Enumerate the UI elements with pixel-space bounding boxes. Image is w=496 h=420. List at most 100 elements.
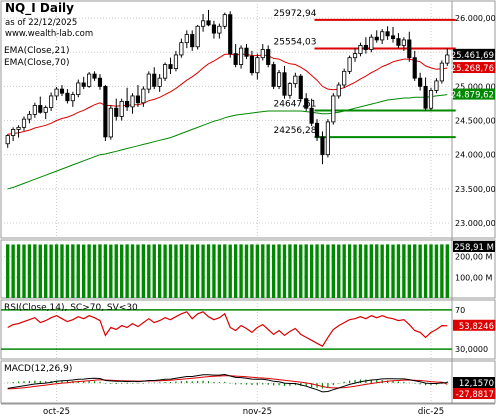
y-tick-label: 26.000,00 [455,14,496,23]
macd-histogram-bar [197,380,199,384]
macd-histogram-bar [83,381,85,384]
volume-bar [239,244,243,298]
candle-body [11,129,16,136]
candle-body [347,57,352,72]
last-value-label: 24.879,62 [451,91,494,101]
rsi-last-label: 53,8246 [459,322,494,332]
volume-bar [98,244,102,298]
macd-histogram-bar [343,381,345,384]
macd-histogram-bar [121,383,123,384]
macd-histogram-bar [23,381,25,384]
candle-body [396,38,401,46]
candle-body [309,107,314,124]
candle-body [65,92,70,102]
macd-histogram-bar [93,381,96,384]
macd-histogram-bar [446,381,448,384]
macd-histogram-bar [349,380,351,384]
y-tick-label: 23.000,00 [455,219,496,228]
volume-bar [391,244,395,298]
volume-bar [396,244,401,298]
volume-bar [364,244,368,298]
volume-bar [60,244,64,298]
macd-histogram-bar [88,380,90,384]
macd-histogram-bar [159,382,161,384]
volume-bar [114,244,118,298]
volume-bar [288,244,292,298]
macd-histogram-bar [186,380,188,384]
macd-last-badge [453,388,495,399]
macd-histogram-bar [61,380,63,384]
last-value-badge [453,62,495,74]
volume-bar [413,244,417,298]
price-level-label: 24647,61 [274,99,317,109]
volume-bar [6,244,10,298]
as-of-date: as of 22/12/2025 [5,18,78,28]
macd-histogram-bar [283,383,286,386]
macd-histogram-bar [305,383,307,387]
volume-bar [65,244,70,298]
candle-body [287,83,292,96]
volume-bar [255,244,260,298]
macd-histogram-bar [148,382,150,384]
volume-bar [206,244,211,298]
macd-last-label: 12,1570 [459,379,494,389]
macd-histogram-bar [235,383,237,385]
candle-body [168,64,173,70]
volume-bar [185,244,189,298]
volume-bar [331,244,336,298]
volume-bar [157,244,162,298]
volume-bar [195,244,200,298]
candle-body [407,39,412,59]
candle-body [87,73,92,87]
y-tick-label: 25.000,00 [455,82,496,91]
candle-body [428,90,434,109]
candle-body [282,72,287,96]
volume-bar [38,244,42,298]
macd-histogram-bar [414,383,416,384]
volume-bar [326,244,330,298]
macd-histogram-bar [224,381,226,384]
volume-bar [418,244,422,298]
volume-bar [375,244,379,298]
candle-body [445,54,450,64]
macd-histogram-bar [354,380,356,384]
macd-histogram-bar [202,380,204,384]
legend-ema21: EMA(Close,21) [4,46,70,56]
volume-tick-label: 100,00 M [455,273,493,282]
volume-bar [407,244,411,298]
candle-body [401,39,406,46]
last-value-label: 25.461,69 [451,51,494,61]
volume-bar [445,244,449,298]
candle-body [76,82,81,95]
volume-bar [22,244,26,298]
candle-body [130,95,135,108]
volume-bar [304,244,308,298]
volume-bar [109,244,113,298]
macd-histogram-bar [419,383,421,385]
macd-histogram-bar [441,383,443,384]
candle-body [163,64,168,79]
rsi-tick-label: 70 [455,306,465,315]
volume-bar [212,244,216,298]
candle-body [211,24,217,34]
volume-bar [136,244,140,298]
volume-bar [277,244,281,298]
pane-frame-price [0,0,496,239]
macd-histogram-bar [251,383,253,386]
candle-body [369,36,374,50]
volume-bar [266,244,270,298]
macd-histogram-bar [267,383,269,385]
rsi-title: RSI(Close,14), SC>70, SV<30 [4,303,138,313]
macd-histogram-bar [294,383,296,386]
volume-bar [223,244,227,298]
candle-body [135,95,141,104]
macd-histogram-bar [370,379,372,384]
volume-bar [228,244,232,298]
macd-histogram-bar [207,381,210,384]
volume-bar [385,244,390,298]
candle-body [103,85,108,138]
volume-bar [309,244,314,298]
candle-body [380,31,385,41]
macd-histogram-bar [191,381,193,384]
